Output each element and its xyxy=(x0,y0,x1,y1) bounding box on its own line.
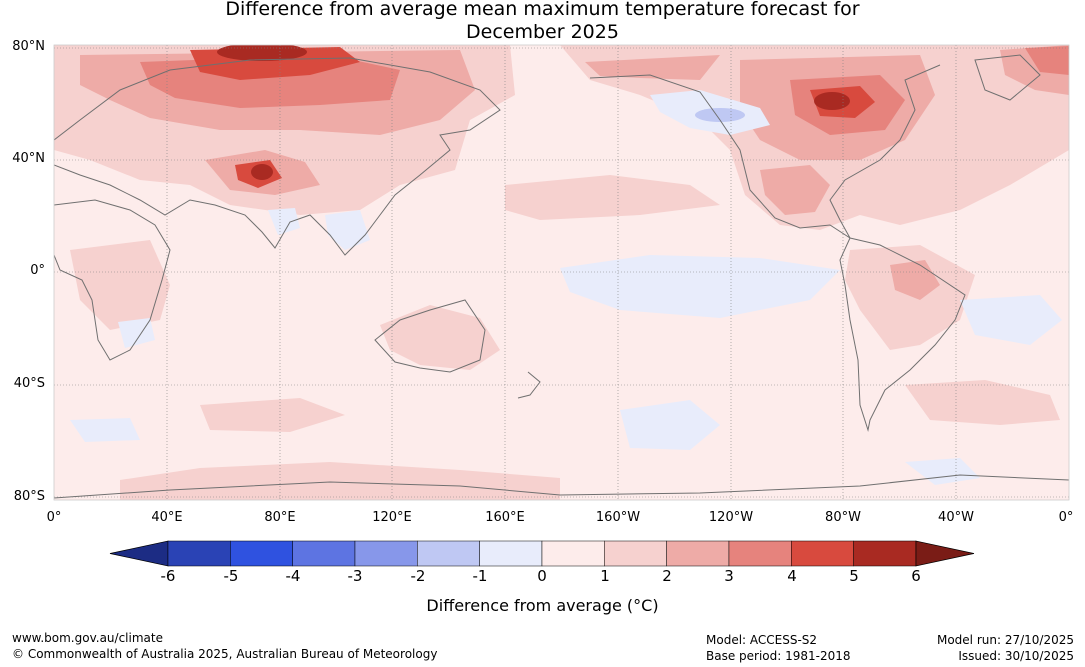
colorbar-tick-label: 5 xyxy=(849,567,859,585)
antarctica-coastline xyxy=(54,474,1069,499)
footer-url[interactable]: www.bom.gov.au/climate xyxy=(12,631,163,645)
colorbar-extend-high xyxy=(915,540,975,567)
tibet-5-6-core xyxy=(251,164,273,180)
colorbar-tick-label: -6 xyxy=(160,567,176,585)
colorbar xyxy=(109,540,975,567)
lon-label-0-right: 0° xyxy=(1058,510,1074,525)
colorbar-bin xyxy=(230,540,293,567)
map-plot-area xyxy=(54,45,1069,500)
map-title-line-2: December 2025 xyxy=(466,21,619,43)
lon-label-40e: 40°E xyxy=(151,510,183,525)
west-africa-warm-region xyxy=(70,240,170,330)
colorbar-bin xyxy=(167,540,231,567)
colorbar-bin xyxy=(541,540,605,567)
southern-ocean-warm-band xyxy=(120,462,560,500)
north-america-coastline xyxy=(589,64,941,239)
anomaly-5-6-regions xyxy=(217,45,850,180)
lat-label-80s: 80°S xyxy=(13,489,45,504)
south-china-cool-region xyxy=(325,210,370,250)
graticule xyxy=(54,45,1069,500)
colorbar-extend-low xyxy=(109,540,169,567)
africa-coastline xyxy=(54,199,171,361)
footer-copyright: © Commonwealth of Australia 2025, Austra… xyxy=(12,647,438,661)
siberia-5-6-core xyxy=(217,45,307,61)
south-pacific-cool-region xyxy=(620,400,720,450)
lat-label-80n: 80°N xyxy=(12,39,45,54)
lon-label-0-left: 0° xyxy=(46,510,62,525)
lat-label-equator: 0° xyxy=(30,263,45,278)
colorbar-bin xyxy=(479,540,543,567)
footer-model-run: Model run: 27/10/2025 xyxy=(936,633,1074,647)
colorbar-bin xyxy=(791,540,854,567)
equatorial-pacific-cool-region xyxy=(560,255,840,318)
south-america-warm-region xyxy=(845,245,975,350)
colorbar-tick-label: 0 xyxy=(537,567,547,585)
colorbar-tick-label: 2 xyxy=(662,567,672,585)
colorbar-bin xyxy=(853,540,917,567)
lat-label-40s: 40°S xyxy=(13,376,45,391)
colorbar-bin xyxy=(728,540,792,567)
footer-base-period: Base period: 1981-2018 xyxy=(706,649,851,663)
arctic-america-2-3-region xyxy=(585,55,720,80)
colorbar-tick-label: -1 xyxy=(472,567,488,585)
australia-coastline xyxy=(374,299,486,373)
lon-label-80w: 80°W xyxy=(825,510,861,525)
footer-issued: Issued: 30/10/2025 xyxy=(958,649,1074,663)
lon-label-40w: 40°W xyxy=(938,510,974,525)
south-atlantic-warm-region xyxy=(905,380,1060,425)
south-america-coastline xyxy=(839,237,966,432)
south-atlantic-cool-region xyxy=(960,295,1062,345)
india-cool-region xyxy=(268,208,300,235)
mexico-gulf-2-3-region xyxy=(760,165,830,215)
greenland-3-4-region xyxy=(1025,46,1069,75)
colorbar-tick-label: 3 xyxy=(724,567,734,585)
southern-indian-warm-region xyxy=(200,398,345,432)
colorbar-bin xyxy=(666,540,730,567)
colorbar-tick-label: -3 xyxy=(347,567,363,585)
map-frame xyxy=(53,44,1070,501)
lat-label-40n: 40°N xyxy=(12,151,45,166)
southern-indian-cool-region xyxy=(70,418,140,442)
coastlines xyxy=(54,54,1069,499)
lon-label-120w: 120°W xyxy=(708,510,754,525)
greenland-coastline xyxy=(974,54,1041,101)
colorbar-tick-label: -5 xyxy=(223,567,239,585)
footer-model: Model: ACCESS-S2 xyxy=(706,633,818,647)
anomaly-minus1-0-regions xyxy=(70,90,1062,485)
colorbar-tick-label: -4 xyxy=(285,567,301,585)
new-zealand-coastline xyxy=(517,371,541,399)
gulf-of-alaska-cool-core xyxy=(695,108,745,122)
colorbar-bin xyxy=(604,540,667,567)
hudson-bay-5-6-core xyxy=(814,92,850,110)
lon-label-120e: 120°E xyxy=(372,510,412,525)
colorbar-bin xyxy=(292,540,356,567)
eurasia-coastline xyxy=(54,57,501,256)
map-title-line-1: Difference from average mean maximum tem… xyxy=(225,0,860,20)
lon-label-160e: 160°E xyxy=(485,510,525,525)
colorbar-bin xyxy=(354,540,418,567)
lon-label-160w: 160°W xyxy=(595,510,641,525)
colorbar-label: Difference from average (°C) xyxy=(426,596,659,615)
lon-label-80e: 80°E xyxy=(264,510,296,525)
colorbar-bin xyxy=(417,540,480,567)
colorbar-tick-label: 6 xyxy=(911,567,921,585)
colorbar-tick-label: -2 xyxy=(410,567,426,585)
central-pacific-north-warm-region xyxy=(505,175,720,220)
colorbar-tick-label: 1 xyxy=(600,567,610,585)
colorbar-tick-label: 4 xyxy=(787,567,797,585)
antarctic-pacific-cool-region xyxy=(905,458,980,485)
australia-warm-region xyxy=(380,305,500,370)
